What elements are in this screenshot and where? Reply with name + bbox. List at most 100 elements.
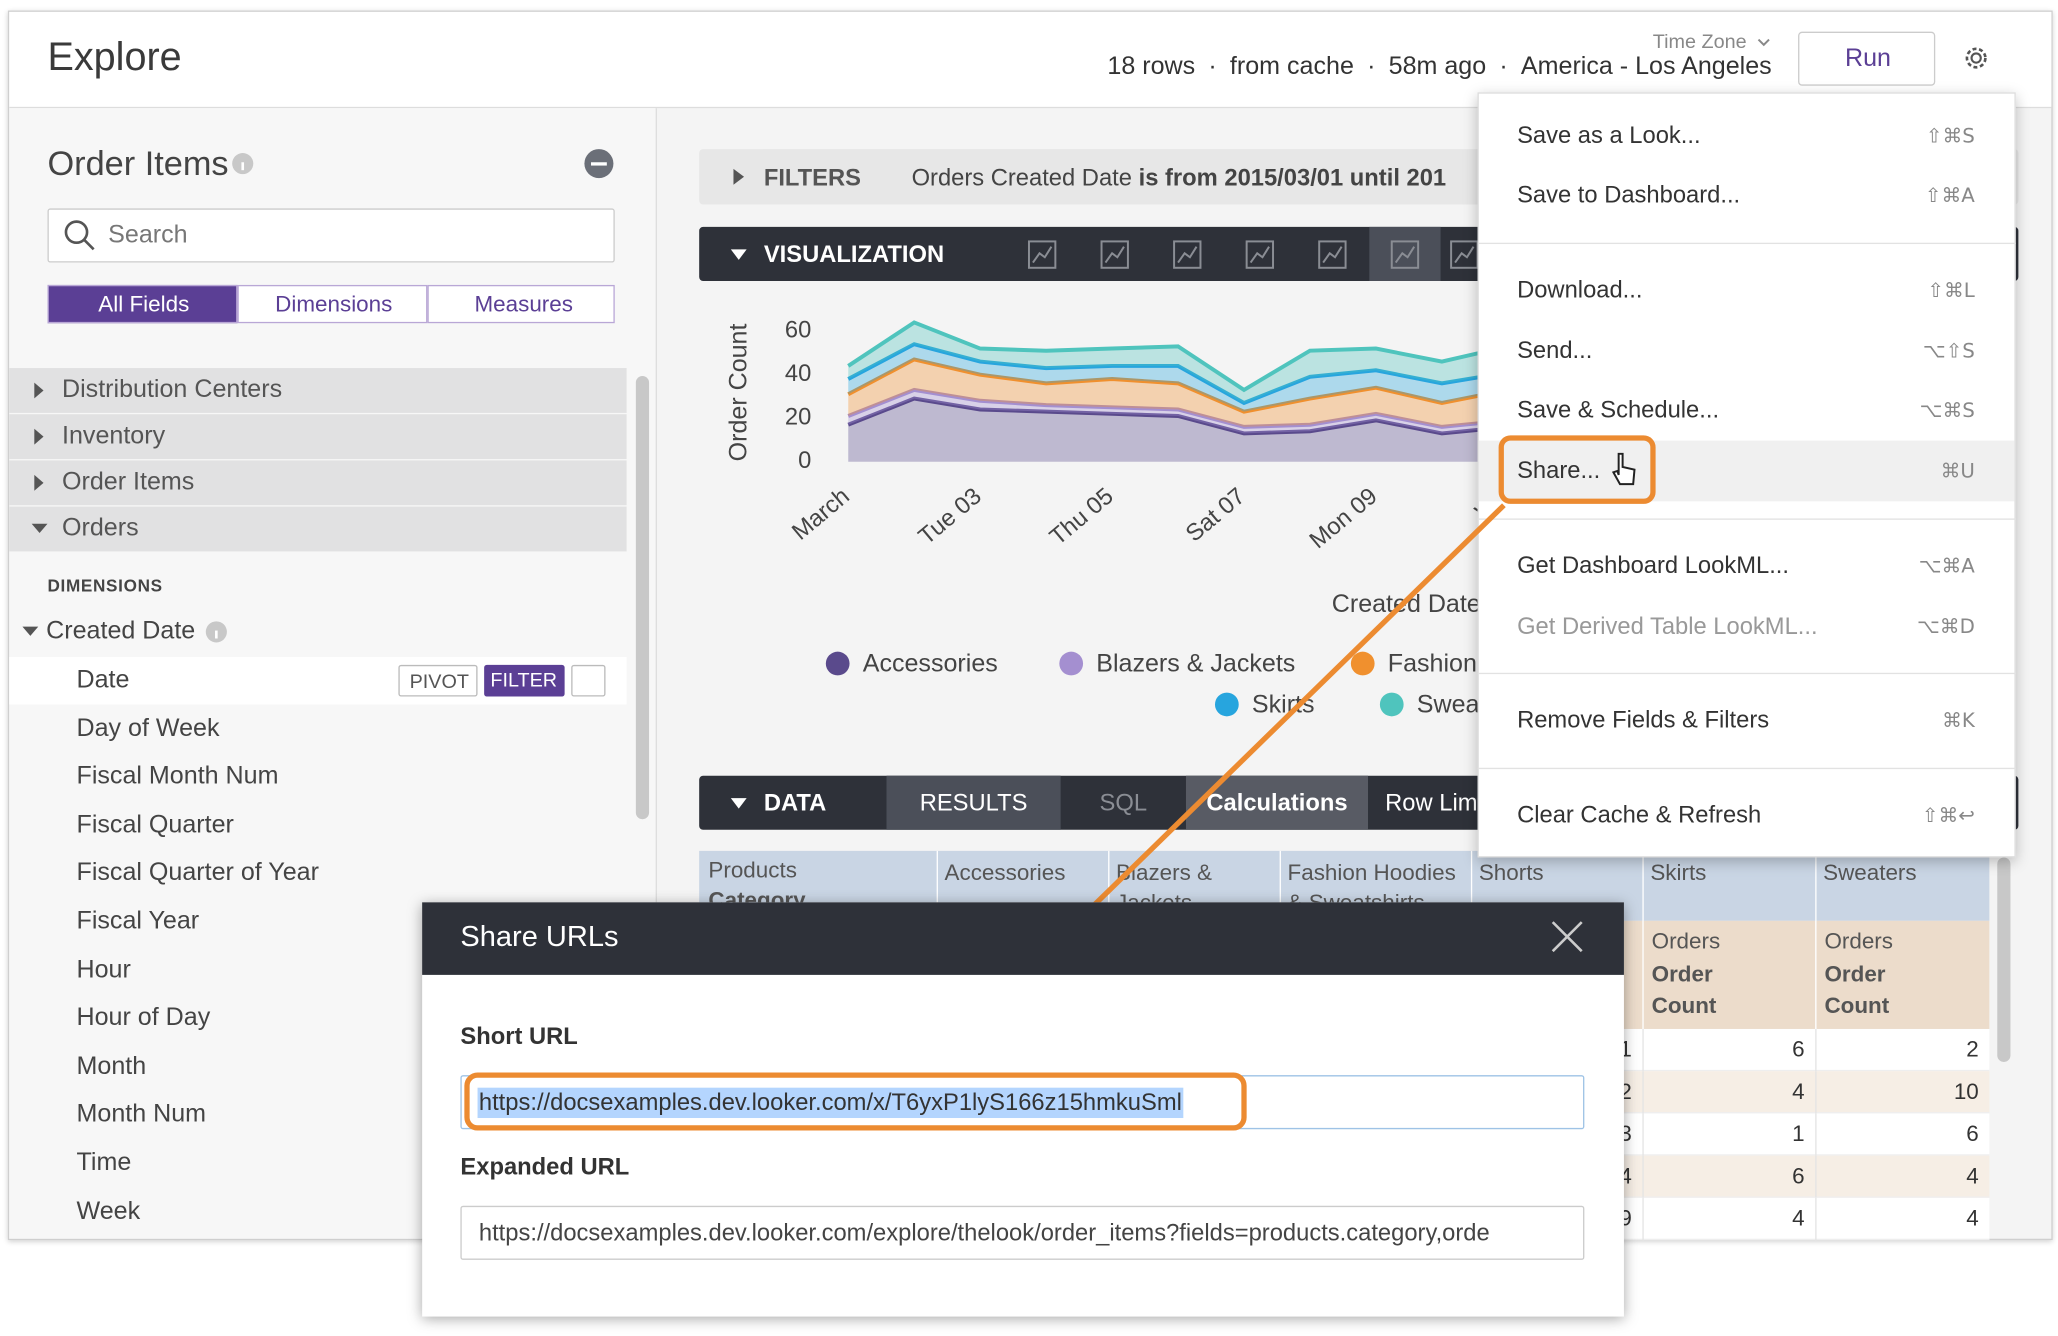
field-label[interactable]: Hour of Day [76,1004,211,1032]
legend-label: Accessories [863,650,998,678]
view-row[interactable]: Distribution Centers [9,368,627,413]
menu-item-label[interactable]: Save & Schedule... [1517,396,1720,423]
field-label[interactable]: Date [76,666,130,694]
visualization-label: VISUALIZATION [763,240,945,268]
data-tab[interactable]: RESULTS [886,775,1061,830]
search-placeholder: Search [108,221,188,250]
menu-item-label[interactable]: Save as a Look... [1517,122,1701,149]
view-row[interactable]: Inventory [9,414,627,460]
measure-view: Orders [1651,928,1721,954]
view-row[interactable]: Orders [9,506,627,552]
disclosure-triangle [34,474,44,491]
search-box[interactable]: Search [47,208,615,263]
close-x[interactable] [1551,921,1583,953]
active-vis-tab [1369,226,1441,281]
short-url[interactable]: https://docsexamples.dev.looker.com/x/T6… [477,1087,1184,1119]
menu-item-label[interactable]: Save to Dashboard... [1517,181,1741,208]
vis-type-icon [1390,240,1420,269]
area [848,344,1478,412]
icon-glyph [1032,246,1053,264]
gear-inner [1970,52,1982,64]
run-button[interactable]: Run [1798,31,1936,86]
expanded-url[interactable]: https://docsexamples.dev.looker.com/expl… [478,1219,1490,1246]
pivot-label[interactable]: PIVOT [409,670,469,694]
status-text[interactable]: America - Los Angeles [1520,52,1772,81]
menu-item-label[interactable]: Clear Cache & Refresh [1517,801,1762,828]
field-label[interactable]: Fiscal Quarter [76,811,234,839]
menu-item-label[interactable]: Get Dashboard LookML... [1517,552,1790,579]
field-label[interactable]: Fiscal Year [76,907,200,936]
status-text: 18 rows [1107,52,1196,81]
view-row[interactable]: Order Items [9,460,627,506]
pivot-button[interactable]: PIVOT [398,664,478,697]
group-label[interactable]: Created Date [46,617,196,646]
icon-frame[interactable] [1318,240,1347,269]
view-label[interactable]: Inventory [62,422,166,450]
icon-frame[interactable] [1100,240,1129,269]
view-label[interactable]: Distribution Centers [62,375,283,404]
disclosure-triangle [34,382,44,399]
icon-glyph [1394,246,1416,264]
data-tab-label[interactable]: SQL [1099,789,1148,816]
legend-swatch [1379,692,1404,717]
field-label[interactable]: Week [76,1197,141,1226]
triangle [34,474,44,491]
field-tab[interactable]: Dimensions [237,284,428,324]
time-zone-label: Time Zone [1652,31,1747,54]
field-label[interactable]: Day of Week [76,714,220,743]
data-tab-label[interactable]: RESULTS [919,789,1028,816]
icon-glyph [1322,246,1343,264]
arrow-shaft [1066,503,1506,932]
menu-shortcut: ⇧⌘A [1924,183,1975,208]
field-label[interactable]: Hour [76,955,131,984]
field-label[interactable]: Month [76,1052,147,1081]
field-label[interactable]: Month Num [76,1100,207,1129]
field-tab[interactable]: All Fields [47,284,238,324]
field-label[interactable]: Fiscal Month Num [76,762,279,791]
data-tab-label[interactable]: Calculations [1206,789,1348,816]
area [848,389,1478,434]
separator: · [1499,52,1508,81]
info-button[interactable] [571,664,606,697]
field-tab[interactable]: Measures [427,284,615,324]
status-text: 58m ago [1388,52,1487,81]
legend-swatch [1350,651,1375,676]
area-line [847,357,1478,414]
icon-frame[interactable] [1027,240,1057,269]
cell-divider [1642,1113,1644,1156]
gear-outer[interactable] [1965,47,1987,69]
area-line [847,320,1478,393]
field-tab-label[interactable]: Measures [474,291,573,317]
cell-divider [1642,1155,1644,1198]
icon-frame[interactable] [1390,240,1420,269]
field-label[interactable]: Time [76,1149,132,1177]
icon-frame[interactable] [1245,240,1275,269]
menu-item-label[interactable]: Share... [1517,457,1601,484]
field-label[interactable]: Fiscal Quarter of Year [76,859,319,888]
filters-triangle [733,168,745,185]
icon-frame[interactable] [1173,240,1202,269]
close-button [1551,921,1583,953]
view-label[interactable]: Order Items [62,468,195,497]
field-tab-label[interactable]: Dimensions [275,291,393,317]
vis-triangle [730,249,747,260]
x-tick-label: We [1471,483,1478,526]
area [848,322,1478,403]
triangle [730,249,747,260]
menu-item-label[interactable]: Download... [1517,276,1643,303]
filter-button[interactable]: FILTER [484,664,565,697]
menu-item-label[interactable]: Remove Fields & Filters [1517,706,1770,733]
field-tab-label[interactable]: All Fields [98,291,190,317]
data-tab-label[interactable]: Row Limit [1385,789,1490,816]
data-tab[interactable]: Row Limit [1372,776,1530,830]
data-tab[interactable]: SQL [1062,776,1185,830]
run-label[interactable]: Run [1844,44,1891,73]
cell-divider [1815,1197,1817,1241]
column-header: Accessories [944,860,1066,886]
expanded-url-input[interactable]: https://docsexamples.dev.looker.com/expl… [460,1205,1585,1260]
view-label[interactable]: Orders [62,514,139,543]
filter-label[interactable]: FILTER [490,669,558,692]
menu-item-label[interactable]: Send... [1517,337,1593,364]
field-label: Expanded URL [460,1153,630,1181]
legend-label: Fashion Hoodies & Sweatshirts [1388,650,1478,678]
